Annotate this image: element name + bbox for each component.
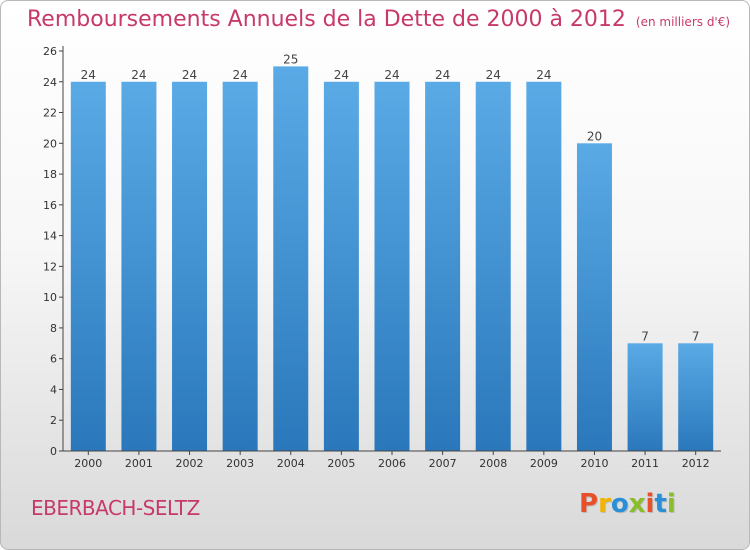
bar[interactable] <box>70 81 106 452</box>
x-tick-label: 2010 <box>580 457 608 470</box>
y-tick-label: 2 <box>50 414 57 427</box>
y-tick-label: 18 <box>43 168 57 181</box>
logo-letter: o <box>610 489 629 519</box>
x-tick-label: 2008 <box>479 457 507 470</box>
data-label: 25 <box>283 52 298 66</box>
data-labels: 24 24 24 24 25 24 24 24 24 24 20 7 7 <box>81 52 700 343</box>
x-tick-label: 2007 <box>429 457 457 470</box>
bar[interactable] <box>425 81 461 452</box>
x-tick-label: 2004 <box>277 457 305 470</box>
y-tick-label: 4 <box>50 383 57 396</box>
bar[interactable] <box>172 81 208 452</box>
data-label: 24 <box>384 68 399 82</box>
chart-title: Remboursements Annuels de la Dette de 20… <box>27 7 731 32</box>
logo-letter: i <box>645 489 655 519</box>
bar[interactable] <box>576 143 612 452</box>
logo-letter: r <box>598 489 611 519</box>
x-axis: 2000 2001 2002 2003 2004 2005 2006 2007 2008 2009… <box>63 450 721 470</box>
data-label: 24 <box>233 68 248 82</box>
chart-subtitle: (en milliers d'€) <box>635 15 731 29</box>
bar[interactable] <box>323 81 359 452</box>
x-tick-label: 2009 <box>530 457 558 470</box>
x-tick-label: 2002 <box>176 457 204 470</box>
logo-letter: i <box>666 489 676 519</box>
logo-letter: t <box>654 489 667 519</box>
y-tick-label: 22 <box>43 107 57 120</box>
x-tick-label: 2000 <box>74 457 102 470</box>
logo-letter: x <box>628 489 646 519</box>
x-tick-label: 2012 <box>682 457 710 470</box>
data-label: 24 <box>182 68 197 82</box>
bar[interactable] <box>121 81 157 452</box>
data-label: 24 <box>486 68 501 82</box>
bar[interactable] <box>627 343 663 451</box>
bar[interactable] <box>374 81 410 452</box>
data-label: 24 <box>536 68 551 82</box>
x-tick-label: 2003 <box>226 457 254 470</box>
proxiti-logo[interactable]: Proxiti <box>579 489 676 519</box>
y-tick-label: 10 <box>43 291 57 304</box>
y-tick-label: 26 <box>43 45 57 58</box>
data-label: 7 <box>641 329 649 343</box>
bar[interactable] <box>678 343 714 451</box>
x-tick-label: 2001 <box>125 457 153 470</box>
bars <box>70 66 714 452</box>
y-tick-label: 6 <box>50 353 57 366</box>
y-tick-label: 12 <box>43 260 57 273</box>
x-tick-label: 2011 <box>631 457 659 470</box>
x-tick-label: 2005 <box>327 457 355 470</box>
bar[interactable] <box>273 66 309 451</box>
logo-letter: P <box>579 489 599 519</box>
data-label: 7 <box>692 329 700 343</box>
data-label: 20 <box>587 129 602 143</box>
y-tick-label: 14 <box>43 230 57 243</box>
data-label: 24 <box>334 68 349 82</box>
data-label: 24 <box>131 68 146 82</box>
bar[interactable] <box>526 81 562 452</box>
y-tick-label: 8 <box>50 322 57 335</box>
commune-name: EBERBACH-SELTZ <box>31 496 200 520</box>
data-label: 24 <box>81 68 96 82</box>
bar[interactable] <box>222 81 258 452</box>
data-label: 24 <box>435 68 450 82</box>
y-tick-label: 16 <box>43 199 57 212</box>
y-tick-label: 24 <box>43 76 57 89</box>
y-tick-label: 20 <box>43 137 57 150</box>
bar[interactable] <box>475 81 511 452</box>
y-tick-label: 0 <box>50 445 57 458</box>
x-tick-label: 2006 <box>378 457 406 470</box>
